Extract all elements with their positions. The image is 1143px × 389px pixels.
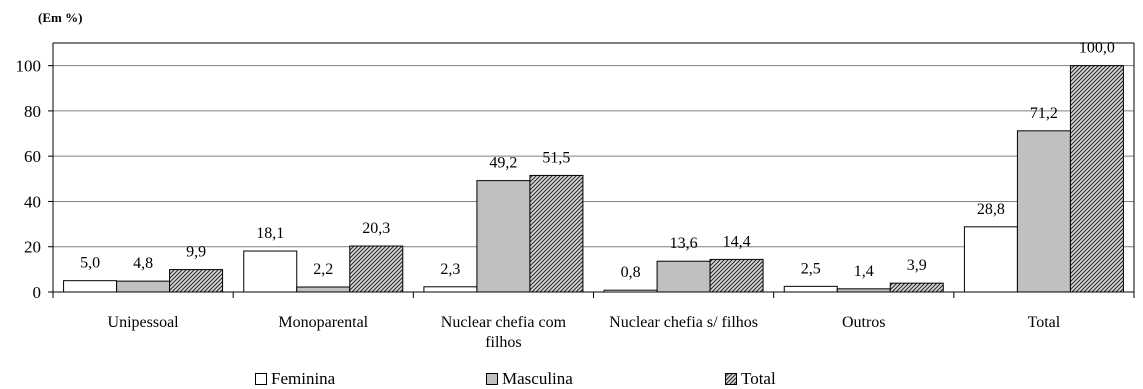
- bar-total: [530, 175, 583, 292]
- x-tick-label: Unipessoal: [108, 314, 180, 331]
- bar-feminina: [64, 281, 117, 292]
- data-label: 13,6: [670, 235, 698, 252]
- legend-label: Feminina: [271, 369, 335, 389]
- legend-item-total: Total: [725, 369, 776, 389]
- legend-label: Total: [741, 369, 776, 389]
- legend: Feminina Masculina Total: [0, 369, 1143, 388]
- legend-item-feminina: Feminina: [255, 369, 335, 389]
- x-tick-label: filhos: [485, 334, 521, 351]
- data-label: 28,8: [977, 201, 1005, 218]
- y-tick-label: 20: [24, 238, 41, 257]
- x-tick-label: Nuclear chefia com: [441, 314, 567, 331]
- x-tick-label: Monoparental: [278, 314, 368, 331]
- data-label: 5,0: [80, 255, 100, 272]
- bar-masculina: [837, 289, 890, 292]
- bar-total: [890, 283, 943, 292]
- data-label: 2,3: [440, 261, 460, 278]
- legend-swatch: [725, 373, 737, 385]
- data-label: 2,2: [313, 261, 333, 278]
- bar-masculina: [477, 181, 530, 292]
- bar-total: [170, 270, 223, 292]
- y-tick-label: 80: [24, 102, 41, 121]
- bar-feminina: [964, 227, 1017, 292]
- data-label: 71,2: [1030, 105, 1058, 122]
- bar-total: [350, 246, 403, 292]
- data-label: 20,3: [362, 220, 390, 237]
- bar-feminina: [244, 251, 297, 292]
- legend-swatch: [255, 373, 267, 385]
- y-tick-label: 60: [24, 147, 41, 166]
- y-tick-label: 40: [24, 192, 41, 211]
- data-label: 18,1: [256, 225, 284, 242]
- bar-total: [1070, 66, 1123, 292]
- bar-masculina: [117, 281, 170, 292]
- data-label: 1,4: [854, 263, 874, 280]
- data-label: 9,9: [186, 244, 206, 261]
- bar-masculina: [657, 261, 710, 292]
- legend-swatch: [486, 373, 498, 385]
- legend-item-masculina: Masculina: [486, 369, 573, 389]
- data-label: 0,8: [621, 264, 641, 281]
- x-tick-label: Total: [1028, 314, 1061, 331]
- bar-masculina: [1017, 131, 1070, 292]
- x-tick-label: Nuclear chefia s/ filhos: [609, 314, 758, 331]
- data-label: 100,0: [1079, 40, 1115, 57]
- bar-masculina: [297, 287, 350, 292]
- legend-label: Masculina: [502, 369, 573, 389]
- data-label: 2,5: [801, 260, 821, 277]
- data-label: 4,8: [133, 255, 153, 272]
- y-tick-label: 0: [33, 283, 42, 302]
- data-label: 14,4: [723, 233, 751, 250]
- x-tick-label: Outros: [842, 314, 886, 331]
- data-label: 49,2: [489, 155, 517, 172]
- bar-feminina: [604, 290, 657, 292]
- bar-feminina: [784, 286, 837, 292]
- data-label: 51,5: [542, 149, 570, 166]
- bar-feminina: [424, 287, 477, 292]
- bar-total: [710, 259, 763, 292]
- y-tick-label: 100: [16, 57, 42, 76]
- data-label: 3,9: [907, 257, 927, 274]
